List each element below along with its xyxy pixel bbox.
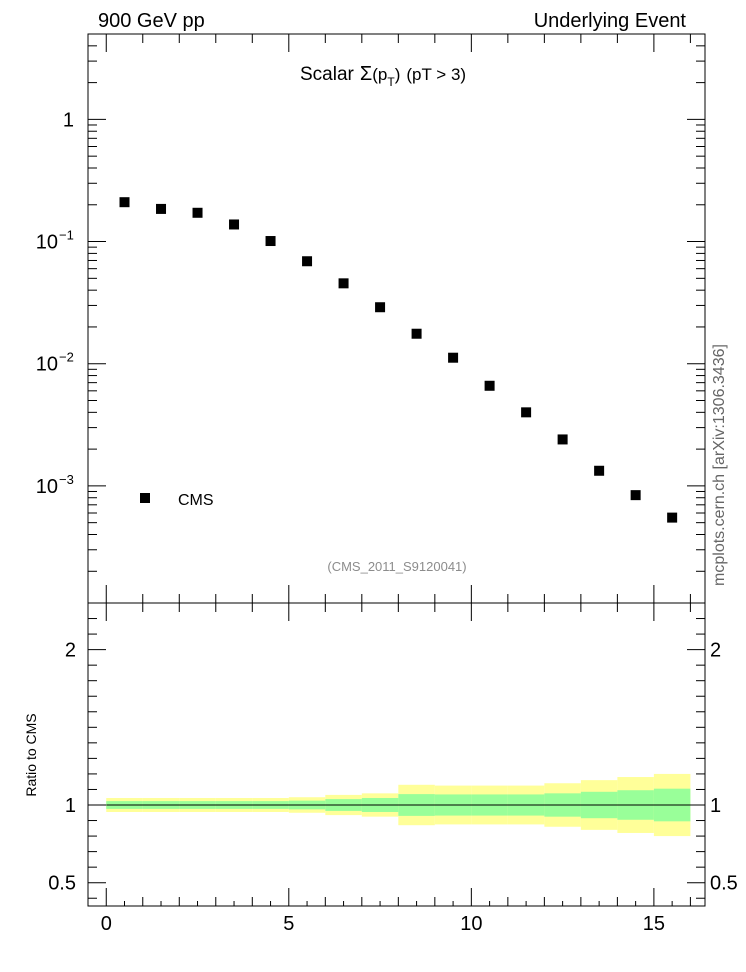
data-point — [448, 352, 459, 363]
ratio-ticks — [88, 602, 705, 906]
ratio-y-tick-label-right: 0.5 — [710, 873, 738, 895]
upper-plot-frame — [87, 33, 706, 604]
header-left: 900 GeV pp — [98, 10, 205, 32]
ratio-ylabel: Ratio to CMS — [23, 713, 39, 796]
y-tick-label-exponent: −3 — [59, 472, 74, 487]
ratio-y-tick-label: 2 — [65, 640, 76, 662]
data-point — [630, 490, 641, 501]
y-tick-label-exponent: −2 — [59, 350, 74, 365]
legend-marker-cms — [140, 493, 150, 503]
y-tick-label-exponent: −1 — [59, 228, 74, 243]
ratio-y-tick-label: 1 — [65, 795, 76, 817]
data-point — [667, 512, 678, 523]
header-right: Underlying Event — [534, 10, 687, 32]
side-label: mcplots.cern.ch [arXiv:1306.3436] — [711, 344, 728, 586]
x-tick-label: 15 — [643, 913, 665, 935]
y-tick-label: 1 — [63, 109, 74, 131]
data-point — [594, 465, 605, 476]
x-tick-label: 5 — [283, 913, 294, 935]
data-point — [557, 434, 568, 445]
analysis-id: (CMS_2011_S9120041) — [327, 559, 466, 574]
data-point — [375, 302, 386, 313]
data-point — [302, 256, 313, 267]
data-point — [192, 207, 203, 218]
y-tick-label: 10 — [36, 232, 58, 254]
y-tick-label: 10 — [36, 354, 58, 376]
cms-data-points — [119, 197, 678, 523]
upper-y-tick-labels: 110−110−210−3 — [36, 109, 74, 497]
ratio-y-tick-label: 0.5 — [48, 873, 76, 895]
y-tick-label: 10 — [36, 476, 58, 498]
data-point — [229, 219, 240, 230]
data-point — [265, 236, 276, 247]
ratio-plot-frame — [87, 602, 706, 907]
x-tick-label: 0 — [101, 913, 112, 935]
chart-title: Scalar Σ(pT) (pT > 3) — [300, 63, 466, 89]
ratio-y-tick-label-right: 1 — [710, 795, 721, 817]
data-point — [156, 203, 167, 214]
upper-ticks — [88, 33, 705, 603]
data-point — [338, 278, 349, 289]
data-point — [521, 407, 532, 418]
ratio-y-tick-label-right: 2 — [710, 640, 721, 662]
data-point — [484, 380, 495, 391]
data-point — [411, 328, 422, 339]
x-tick-label: 10 — [460, 913, 482, 935]
legend-label-cms: CMS — [178, 492, 214, 509]
ratio-tick-labels: 0.5 0.5 1 1 2 2 0 5 10 15 — [48, 640, 738, 935]
data-point — [119, 197, 130, 208]
